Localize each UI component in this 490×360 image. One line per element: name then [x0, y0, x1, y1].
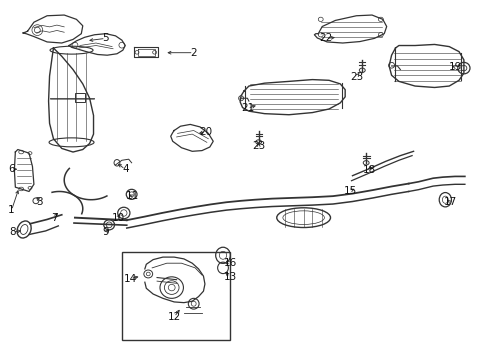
Text: 8: 8 [10, 227, 16, 237]
Text: 11: 11 [126, 191, 139, 201]
Text: 20: 20 [199, 127, 213, 136]
Text: 7: 7 [51, 213, 58, 222]
Text: 23: 23 [350, 72, 363, 82]
Bar [75, 93, 85, 102]
Text: 15: 15 [343, 186, 357, 196]
Text: 19: 19 [448, 62, 462, 72]
Text: 5: 5 [102, 33, 109, 43]
Text: 16: 16 [224, 258, 237, 268]
Text: 23: 23 [252, 141, 265, 151]
Text: 18: 18 [363, 165, 376, 175]
Text: 12: 12 [168, 312, 181, 322]
Text: 22: 22 [319, 33, 332, 43]
Text: 13: 13 [224, 272, 237, 282]
Text: 6: 6 [8, 164, 15, 174]
Text: 17: 17 [443, 197, 457, 207]
Text: 2: 2 [191, 48, 197, 58]
Text: 9: 9 [102, 227, 109, 237]
Text: 10: 10 [111, 213, 124, 222]
Text: 14: 14 [123, 274, 137, 284]
Bar [122, 252, 230, 339]
Text: 4: 4 [122, 164, 128, 174]
Text: 21: 21 [241, 103, 254, 113]
Text: 1: 1 [8, 206, 15, 216]
Text: 3: 3 [36, 197, 43, 207]
